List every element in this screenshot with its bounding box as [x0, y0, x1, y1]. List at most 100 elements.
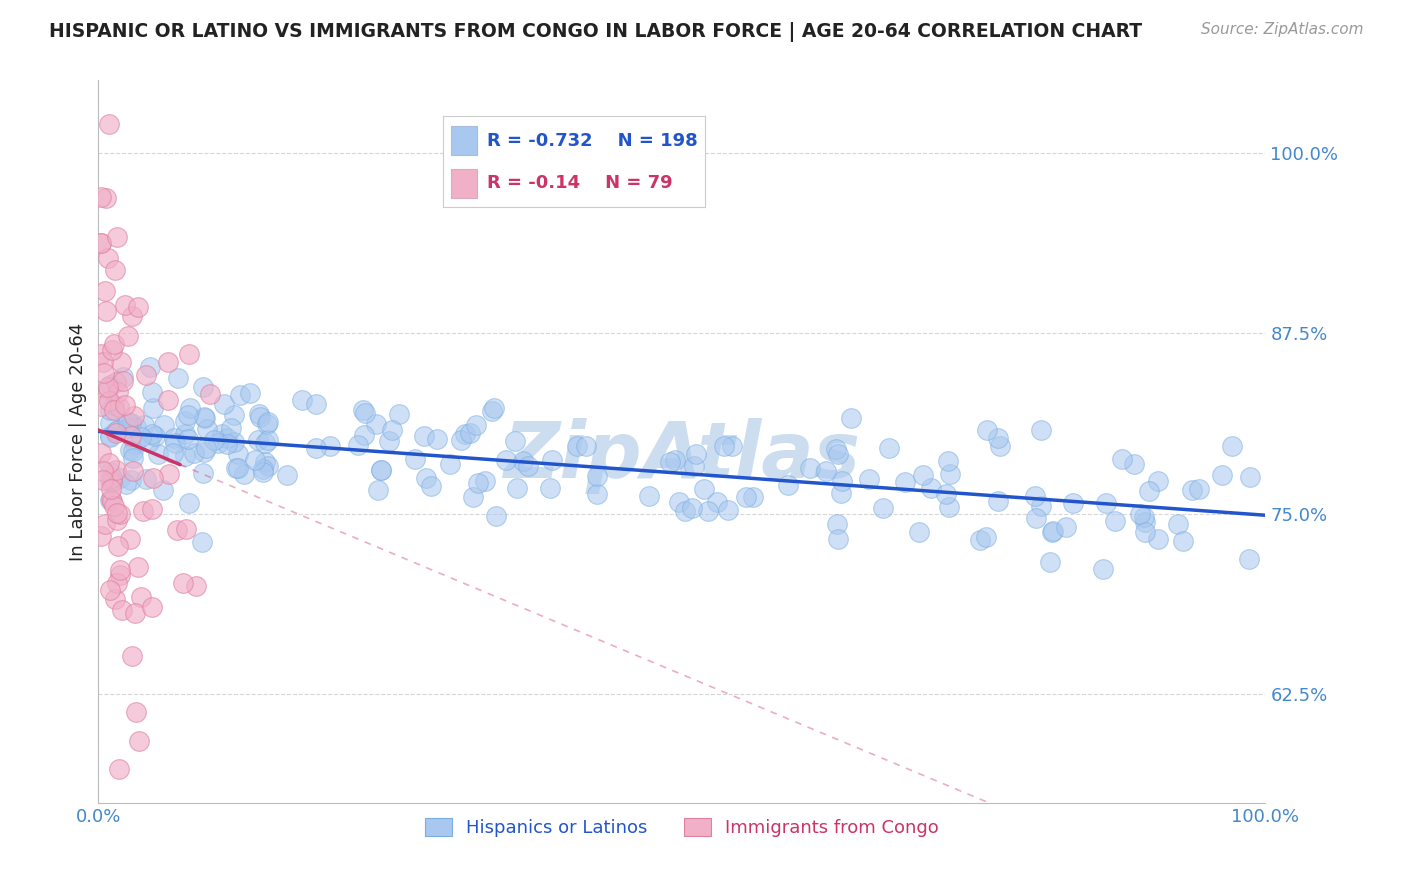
Point: [825, 516, 848, 531]
Point: [135, 368, 157, 383]
Point: [506, 481, 529, 495]
Point: [114, 416, 136, 430]
Point: [98, 430, 121, 444]
Point: [120, 473, 142, 487]
Text: Source: ZipAtlas.com: Source: ZipAtlas.com: [1201, 22, 1364, 37]
Point: [481, 404, 503, 418]
Point: [239, 386, 262, 401]
Point: [673, 504, 696, 518]
Point: [1173, 533, 1195, 548]
Point: [108, 568, 131, 582]
Point: [378, 434, 401, 449]
Point: [125, 705, 148, 719]
Point: [117, 415, 139, 429]
Point: [114, 397, 136, 411]
Point: [1104, 514, 1126, 528]
Point: [839, 410, 862, 425]
Point: [141, 426, 163, 441]
Point: [388, 407, 411, 421]
Point: [108, 508, 131, 522]
Point: [720, 439, 742, 453]
Point: [173, 426, 195, 441]
Point: [117, 329, 139, 343]
Point: [100, 482, 122, 496]
Point: [91, 355, 114, 369]
Point: [118, 532, 141, 546]
Point: [132, 417, 155, 432]
Point: [103, 402, 125, 417]
Point: [127, 560, 149, 574]
Point: [120, 442, 142, 457]
Point: [935, 487, 957, 501]
Point: [138, 359, 160, 374]
Point: [976, 423, 998, 437]
Point: [166, 523, 188, 537]
Point: [243, 453, 266, 467]
Point: [193, 410, 215, 425]
Point: [110, 355, 132, 369]
Point: [464, 417, 486, 432]
Point: [214, 397, 236, 411]
Point: [538, 481, 561, 495]
Point: [249, 410, 271, 425]
Point: [503, 434, 526, 449]
Point: [122, 450, 145, 465]
Point: [827, 447, 849, 461]
Point: [541, 453, 564, 467]
Point: [1039, 555, 1062, 569]
Point: [100, 491, 122, 506]
Point: [439, 457, 461, 471]
Point: [98, 456, 121, 470]
Point: [103, 499, 125, 513]
Point: [352, 402, 374, 417]
Point: [872, 500, 894, 515]
Point: [685, 447, 707, 461]
Point: [103, 336, 125, 351]
Point: [1166, 516, 1188, 531]
Point: [112, 374, 135, 388]
Point: [94, 191, 117, 205]
Point: [105, 463, 128, 477]
Point: [827, 532, 849, 546]
Point: [939, 467, 962, 481]
Point: [207, 436, 229, 450]
Point: [141, 502, 163, 516]
Point: [153, 417, 176, 432]
Point: [98, 492, 121, 507]
Point: [117, 421, 139, 435]
Point: [174, 522, 197, 536]
Point: [233, 467, 256, 481]
Point: [120, 417, 142, 431]
Point: [90, 529, 112, 543]
Point: [458, 425, 481, 440]
Point: [211, 427, 233, 442]
Point: [145, 429, 167, 443]
Point: [1111, 451, 1133, 466]
Point: [91, 464, 114, 478]
Point: [138, 434, 160, 449]
Point: [225, 460, 247, 475]
Point: [129, 591, 152, 605]
Point: [98, 417, 121, 431]
Point: [305, 396, 328, 410]
Point: [105, 425, 128, 440]
Point: [152, 483, 174, 498]
Point: [1239, 470, 1261, 484]
Point: [516, 458, 538, 473]
Point: [425, 433, 447, 447]
Point: [877, 441, 900, 455]
Point: [415, 471, 437, 485]
Point: [450, 433, 472, 447]
Point: [253, 435, 276, 450]
Point: [370, 462, 392, 476]
Point: [121, 309, 143, 323]
Point: [165, 436, 187, 450]
Point: [467, 476, 489, 491]
Point: [104, 263, 127, 277]
Point: [893, 475, 915, 490]
Point: [664, 452, 686, 467]
Point: [124, 607, 146, 621]
Point: [98, 582, 121, 597]
Point: [706, 494, 728, 508]
Point: [1129, 507, 1152, 521]
